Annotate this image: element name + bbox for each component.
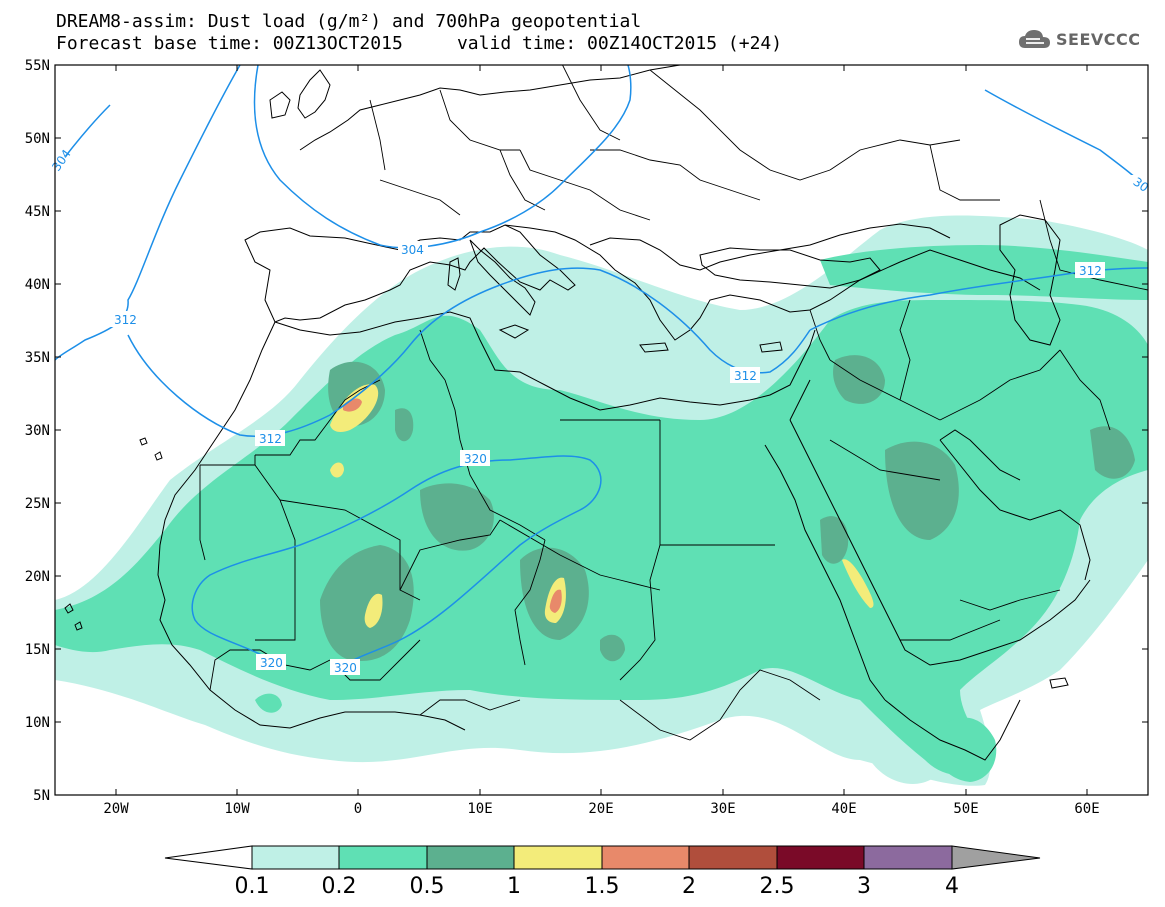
colorbar-swatch <box>688 845 778 870</box>
isoline-label: 312 <box>734 369 757 383</box>
isoline-label: 320 <box>260 656 283 670</box>
lon-tick-label: 0 <box>354 801 362 817</box>
latitude-labels: 55N 50N 45N 40N 35N 30N 25N 20N 15N 10N … <box>25 58 50 804</box>
lat-tick-label: 45N <box>25 204 50 220</box>
longitude-axis <box>115 65 1088 795</box>
lon-tick-label: 60E <box>1074 801 1099 817</box>
country-borders <box>199 65 1148 741</box>
colorbar-label: 1.5 <box>585 874 620 899</box>
coastlines <box>64 65 1091 761</box>
lat-tick-label: 10N <box>25 715 50 731</box>
lon-tick-label: 20W <box>103 801 129 817</box>
lon-tick-label: 10W <box>224 801 250 817</box>
lat-tick-label: 25N <box>25 496 50 512</box>
colorbar-swatch <box>776 845 865 870</box>
colorbar-swatch <box>251 845 340 870</box>
colorbar-lower-arrow <box>164 845 253 870</box>
isoline-label: 312 <box>259 432 282 446</box>
longitude-labels: 20W 10W 0 10E 20E 30E 40E 50E 60E <box>103 801 1099 817</box>
lat-tick-label: 35N <box>25 350 50 366</box>
colorbar-swatch <box>338 845 428 870</box>
lon-tick-label: 40E <box>831 801 856 817</box>
map-title: DREAM8-assim: Dust load (g/m²) and 700hP… <box>56 11 642 32</box>
lat-tick-label: 40N <box>25 277 50 293</box>
colorbar-label: 2.5 <box>760 874 795 899</box>
logo-text: SEEVCCC <box>1056 29 1141 49</box>
colorbar-labels: 0.1 0.2 0.5 1 1.5 2 2.5 3 4 <box>235 874 960 899</box>
lon-tick-label: 50E <box>953 801 978 817</box>
lat-tick-label: 5N <box>33 788 50 804</box>
latitude-axis <box>55 64 1148 723</box>
isoline-label: 312 <box>1079 264 1102 278</box>
lat-tick-label: 55N <box>25 58 50 74</box>
cloud-icon <box>1019 30 1050 48</box>
isoline-label: 320 <box>464 452 487 466</box>
colorbar-label: 0.2 <box>322 874 357 899</box>
colorbar-upper-arrow <box>951 845 1041 870</box>
dust-field <box>55 215 1148 786</box>
isoline-label: 312 <box>114 313 137 327</box>
colorbar-label: 4 <box>945 874 959 899</box>
isoline-label: 320 <box>334 661 357 675</box>
lat-tick-label: 20N <box>25 569 50 585</box>
colorbar-label: 0.1 <box>235 874 270 899</box>
colorbar <box>164 845 1041 870</box>
colorbar-swatch <box>513 845 603 870</box>
map-subtitle: Forecast base time: 00Z13OCT2015 valid t… <box>56 33 783 54</box>
lat-tick-label: 15N <box>25 642 50 658</box>
colorbar-swatch <box>426 845 515 870</box>
colorbar-swatch <box>863 845 953 870</box>
lat-tick-label: 50N <box>25 131 50 147</box>
seevccc-logo: SEEVCCC <box>1018 28 1141 50</box>
colorbar-label: 3 <box>857 874 871 899</box>
colorbar-label: 0.5 <box>410 874 445 899</box>
colorbar-swatch <box>601 845 690 870</box>
colorbar-label: 1 <box>507 874 521 899</box>
lon-tick-label: 10E <box>467 801 492 817</box>
lon-tick-label: 20E <box>588 801 613 817</box>
isoline-label: 304 <box>401 243 424 257</box>
lat-tick-label: 30N <box>25 423 50 439</box>
lon-tick-label: 30E <box>710 801 735 817</box>
colorbar-label: 2 <box>682 874 696 899</box>
